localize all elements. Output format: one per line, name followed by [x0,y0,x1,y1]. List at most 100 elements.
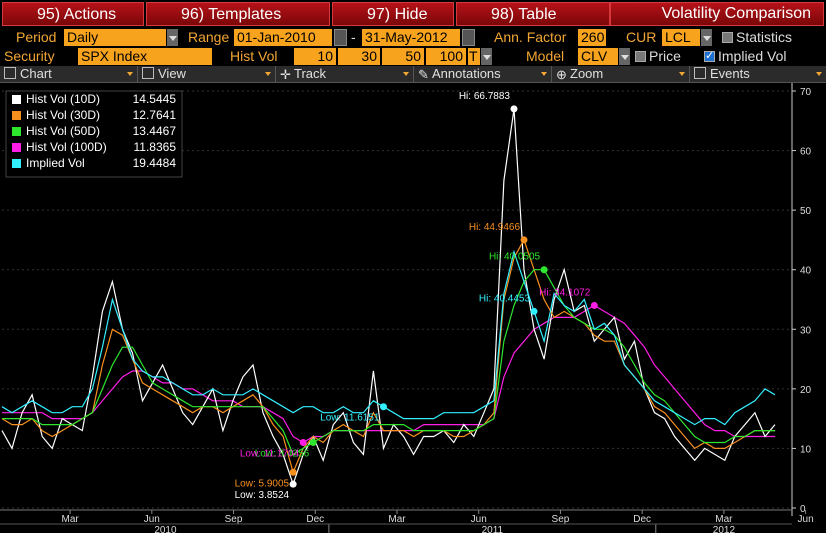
y-tick-label: 60 [800,147,812,158]
volatility-chart[interactable]: 0 10 20 30 40 50 60 70 Mar Jun Sep Dec Mar Jun Sep Dec… [0,83,826,533]
events-menu[interactable]: Events [690,66,826,82]
hist-vol-unit[interactable]: T [468,48,480,65]
pencil-icon: ✎ [418,67,429,82]
cur-select[interactable]: LCL [662,29,700,46]
legend-swatch [12,159,21,168]
hist-vol-unit-dropdown-icon[interactable] [481,48,492,65]
track-menu-label: Track [294,66,327,81]
start-calendar-icon[interactable] [334,29,347,46]
annotation-label: Hi: 40.4453 [479,293,531,304]
y-tick-label: 50 [800,206,812,217]
price-label: Price [649,48,681,64]
chevron-down-icon [679,72,685,76]
cur-label: CUR [626,29,657,45]
legend-series-name: Hist Vol (50D) [26,124,100,138]
params-row-1: Period Daily Range 01-Jan-2010 - 31-May-… [0,28,826,47]
year-label: 2011 [482,525,504,533]
x-tick-label: Sep [552,514,570,525]
annotation-label: Low: 11.6151 [320,413,380,424]
events-menu-label: Events [710,66,750,81]
annotation-marker [289,468,297,476]
annotation-label: Low: 3.8524 [235,490,290,501]
price-checkbox[interactable] [635,51,646,62]
view-menu-label: View [158,66,186,81]
chevron-down-icon [403,72,409,76]
model-dropdown-icon[interactable] [619,48,630,65]
page-title: Volatility Comparison [610,2,824,26]
y-tick-label: 0 [800,504,806,515]
y-tick-label: 20 [800,385,812,396]
range-separator: - [351,29,356,45]
implied-vol-checkbox[interactable] [704,49,715,62]
annotation-marker [289,480,297,488]
hist-vol-window-4[interactable]: 100 [426,48,466,65]
annotation-marker [530,307,538,315]
series-line-5 [1,249,776,426]
implied-vol-label: Implied Vol [718,48,787,64]
start-date-field[interactable]: 01-Jan-2010 [234,29,332,46]
legend-swatch [12,127,21,136]
annotation-label: Low: 11.1704 [240,448,300,459]
annotation-marker [379,403,387,411]
view-menu[interactable]: View [138,66,276,82]
period-label: Period [16,29,57,45]
x-tick-label: Dec [306,514,324,525]
annotation-label: Low: 5.9005 [235,478,290,489]
legend-series-name: Hist Vol (10D) [26,92,100,106]
annotation-label: Low: 8.4256 [255,448,310,459]
legend-series-value: 14.5445 [133,92,177,106]
range-label: Range [188,29,230,45]
annotation-label: Hi: 40.0505 [489,252,541,263]
statistics-checkbox[interactable] [722,32,733,43]
security-field[interactable]: SPX Index [78,48,212,65]
zoom-menu[interactable]: ⊕ Zoom [552,66,690,82]
legend-series-value: 19.4484 [133,156,177,170]
table-button[interactable]: 98) Table [456,2,610,26]
hist-vol-window-2[interactable]: 30 [338,48,380,65]
period-select[interactable]: Daily [64,29,166,46]
ann-factor-field[interactable]: 260 [578,29,606,46]
legend-series-value: 11.8365 [134,140,177,154]
y-tick-label: 70 [800,87,812,98]
templates-button[interactable]: 96) Templates [146,2,330,26]
track-menu[interactable]: ✛ Track [276,66,414,82]
annotation-marker [510,105,518,113]
annotations-menu-label: Annotations [432,66,501,81]
model-label: Model [526,48,565,64]
chevron-down-icon [816,72,822,76]
end-date-field[interactable]: 31-May-2012 [362,29,460,46]
legend-series-name: Implied Vol [26,156,85,170]
x-tick-label: Mar [61,514,79,525]
end-calendar-icon[interactable] [462,29,475,46]
actions-button[interactable]: 95) Actions [2,2,144,26]
cur-dropdown-icon[interactable] [701,29,712,46]
annotation-marker [520,236,528,244]
function-bar: 95) Actions 96) Templates 97) Hide 98) T… [0,0,826,28]
model-select[interactable]: CLV [578,48,618,65]
y-tick-label: 40 [800,266,812,277]
hist-vol-window-3[interactable]: 50 [382,48,424,65]
chevron-down-icon [541,72,547,76]
hide-button[interactable]: 97) Hide [332,2,454,26]
x-tick-label: Dec [633,514,651,525]
annotations-menu[interactable]: ✎ Annotations [414,66,552,82]
period-dropdown-icon[interactable] [167,29,178,46]
zoom-icon: ⊕ [556,67,567,82]
x-tick-label: Sep [225,514,243,525]
legend-series-name: Hist Vol (100D) [26,140,107,154]
annotation-marker [309,438,317,446]
chevron-down-icon [265,72,271,76]
hist-vol-window-1[interactable]: 10 [294,48,336,65]
chart-menu[interactable]: Chart [0,66,138,82]
chart-menu-label: Chart [20,66,52,81]
statistics-label: Statistics [736,29,793,45]
legend-series-value: 12.7641 [133,108,177,122]
chevron-down-icon [127,72,133,76]
ann-factor-label: Ann. Factor [494,29,567,45]
y-tick-label: 30 [800,325,812,336]
annotation-marker [299,438,307,446]
x-tick-label: Jun [798,514,814,525]
x-tick-label: Jun [471,514,487,525]
annotation-label: Hi: 34.1072 [539,287,591,298]
legend-series-name: Hist Vol (30D) [26,108,100,122]
